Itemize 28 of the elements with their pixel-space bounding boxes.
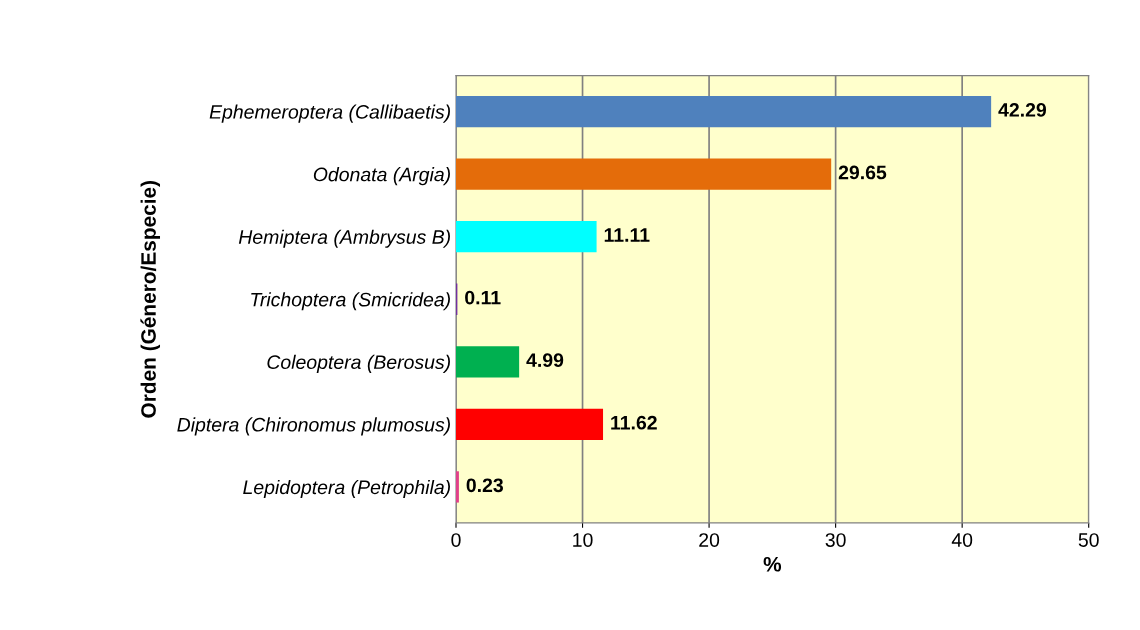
- x-tick-label: 50: [1078, 533, 1099, 547]
- data-label: 4.99: [526, 353, 564, 368]
- bar: [456, 346, 520, 378]
- x-tick-label: 30: [825, 533, 846, 547]
- bar: [456, 95, 992, 128]
- data-label: 42.29: [998, 103, 1047, 117]
- y-tick-label: Odonata (Argia): [313, 167, 450, 186]
- y-tick-label: Coleoptera (Berosus): [267, 354, 450, 373]
- bar: [456, 471, 459, 503]
- bar: [456, 158, 832, 190]
- data-label: 0.11: [465, 290, 501, 305]
- data-label: 11.62: [611, 415, 657, 430]
- bar: [456, 221, 597, 253]
- x-tick-label: 40: [951, 533, 973, 547]
- data-label: 29.65: [838, 165, 887, 180]
- y-tick-label: Lepidoptera (Petrophila): [243, 479, 450, 499]
- data-label: 0.23: [466, 478, 503, 493]
- data-label: 11.11: [604, 228, 650, 242]
- y-tick-label: Diptera (Chironomus plumosus): [177, 417, 450, 436]
- y-tick-label: Ephemeroptera (Callibaetis): [209, 104, 450, 123]
- x-tick-label: 0: [451, 533, 461, 547]
- y-axis-title: Orden (Género/Especie): [140, 181, 161, 418]
- y-tick-label: Trichoptera (Smicridea): [251, 292, 450, 311]
- bar: [456, 408, 604, 441]
- x-axis-title: %: [763, 556, 782, 572]
- x-tick-label: 20: [699, 533, 720, 547]
- y-tick-label: Hemiptera (Ambrysus B): [238, 229, 450, 248]
- x-tick-label: 10: [573, 533, 593, 547]
